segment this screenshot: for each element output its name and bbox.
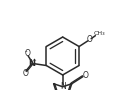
Text: CH₃: CH₃ bbox=[94, 31, 105, 36]
Text: -: - bbox=[24, 48, 27, 54]
Text: O: O bbox=[87, 34, 92, 44]
Text: O: O bbox=[24, 49, 30, 58]
Text: +: + bbox=[32, 58, 37, 63]
Text: O: O bbox=[83, 71, 89, 80]
Text: N: N bbox=[60, 82, 66, 91]
Text: N: N bbox=[29, 59, 36, 68]
Text: O: O bbox=[23, 69, 29, 78]
